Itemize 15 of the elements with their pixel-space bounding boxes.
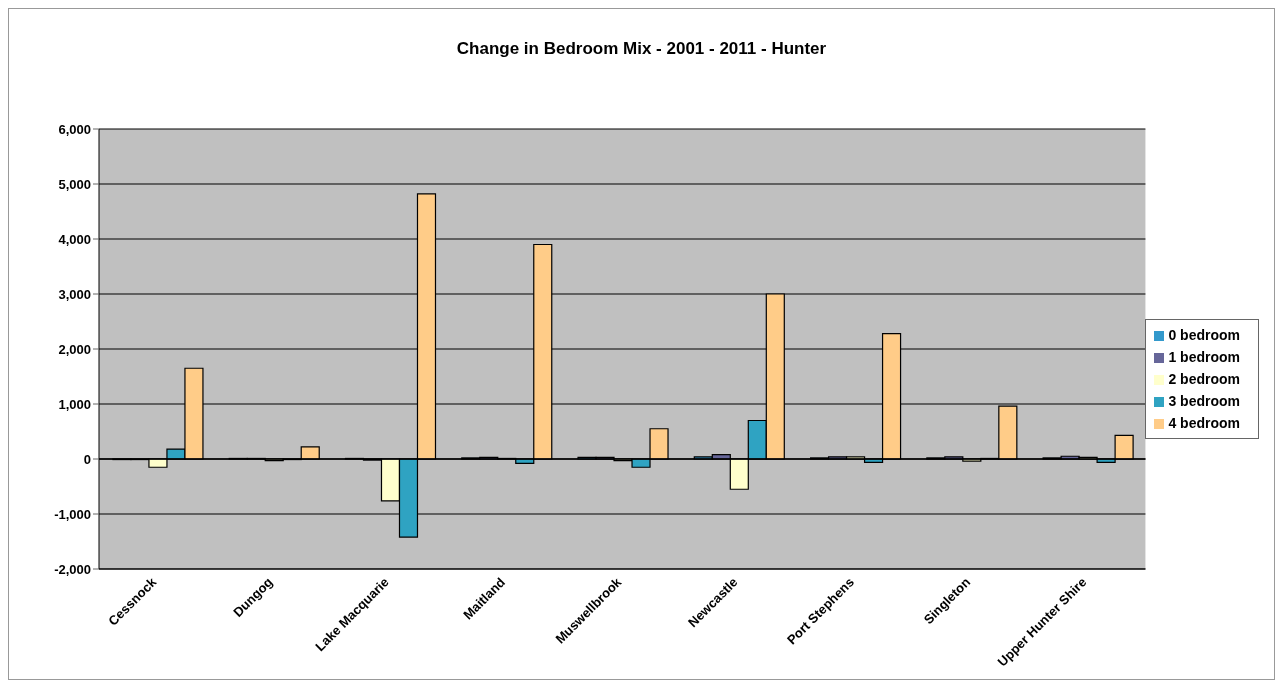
y-tick-label: 5,000	[58, 176, 91, 192]
legend-label: 2 bedroom	[1168, 371, 1240, 387]
y-tick-label: 6,000	[58, 121, 91, 137]
chart-title: Change in Bedroom Mix - 2001 - 2011 - Hunter	[455, 38, 828, 60]
legend-label: 0 bedroom	[1168, 327, 1240, 343]
y-tick-label: 1,000	[58, 396, 91, 412]
legend-label: 4 bedroom	[1168, 415, 1240, 431]
legend-label: 1 bedroom	[1168, 349, 1240, 365]
y-tick-label: 3,000	[58, 286, 91, 302]
y-tick-label: -1,000	[54, 506, 91, 522]
legend-label: 3 bedroom	[1168, 393, 1240, 409]
y-tick-label: -2,000	[54, 561, 91, 577]
y-tick-label: 4,000	[58, 231, 91, 247]
y-tick-label: 2,000	[58, 341, 91, 357]
y-tick-label: 0	[83, 451, 91, 467]
